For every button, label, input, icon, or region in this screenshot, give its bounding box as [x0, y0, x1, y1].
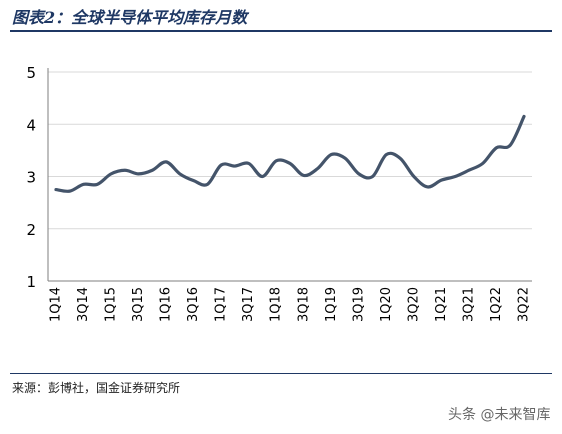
x-tick-label: 3Q21 [461, 287, 476, 322]
x-tick-label: 1Q19 [324, 287, 339, 322]
x-tick-label: 3Q16 [186, 287, 201, 322]
x-tick-label: 3Q19 [351, 287, 366, 322]
y-tick-label: 3 [26, 169, 36, 187]
x-tick-label: 1Q22 [489, 287, 504, 322]
x-tick-label: 1Q17 [214, 287, 229, 322]
x-tick-label: 3Q22 [517, 287, 532, 322]
series-line [54, 114, 526, 193]
y-tick-label: 1 [26, 273, 36, 291]
chart-title: 图表2：全球半导体平均库存月数 [12, 8, 248, 27]
y-tick-label: 5 [26, 64, 36, 82]
watermark: 头条 @未来智库 [448, 407, 551, 423]
source-rule [10, 373, 552, 374]
x-tick-label: 1Q14 [49, 287, 64, 322]
title-rule [10, 30, 552, 32]
x-tick-label: 1Q20 [379, 287, 394, 322]
x-tick-label: 1Q21 [434, 287, 449, 322]
x-tick-label: 3Q20 [406, 287, 421, 322]
x-tick-label: 3Q17 [241, 287, 256, 322]
x-tick-label: 3Q18 [296, 287, 311, 322]
x-tick-label: 1Q16 [159, 287, 174, 322]
x-tick-label: 3Q15 [131, 287, 146, 322]
x-tick-label: 1Q15 [104, 287, 119, 322]
y-tick-label: 4 [26, 116, 36, 134]
y-tick-label: 2 [26, 221, 36, 239]
source-note: 来源：彭博社，国金证券研究所 [12, 381, 181, 395]
x-tick-label: 1Q18 [269, 287, 284, 322]
x-tick-label: 3Q14 [76, 287, 91, 322]
